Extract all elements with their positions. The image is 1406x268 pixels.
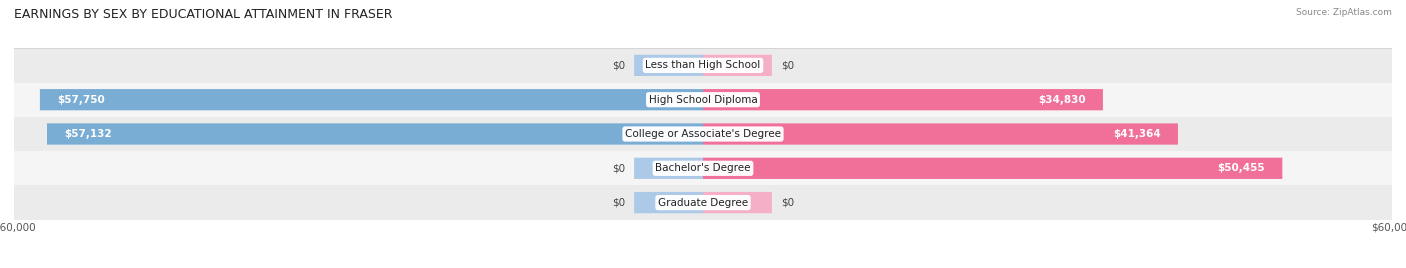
- Bar: [14, 185, 1392, 220]
- FancyBboxPatch shape: [703, 55, 772, 76]
- FancyBboxPatch shape: [703, 123, 1178, 145]
- FancyBboxPatch shape: [703, 192, 772, 213]
- FancyBboxPatch shape: [46, 123, 703, 145]
- FancyBboxPatch shape: [703, 158, 1282, 179]
- Bar: [14, 83, 1392, 117]
- Text: EARNINGS BY SEX BY EDUCATIONAL ATTAINMENT IN FRASER: EARNINGS BY SEX BY EDUCATIONAL ATTAINMEN…: [14, 8, 392, 21]
- FancyBboxPatch shape: [634, 55, 703, 76]
- Bar: [14, 151, 1392, 185]
- FancyBboxPatch shape: [634, 158, 703, 179]
- Bar: [14, 48, 1392, 83]
- Text: $41,364: $41,364: [1114, 129, 1161, 139]
- Text: $34,830: $34,830: [1038, 95, 1085, 105]
- FancyBboxPatch shape: [634, 192, 703, 213]
- Text: $57,132: $57,132: [65, 129, 112, 139]
- FancyBboxPatch shape: [39, 89, 703, 110]
- Text: Source: ZipAtlas.com: Source: ZipAtlas.com: [1296, 8, 1392, 17]
- Text: $0: $0: [782, 60, 794, 70]
- Text: $57,750: $57,750: [58, 95, 105, 105]
- Text: $50,455: $50,455: [1218, 163, 1265, 173]
- Text: High School Diploma: High School Diploma: [648, 95, 758, 105]
- Text: College or Associate's Degree: College or Associate's Degree: [626, 129, 780, 139]
- Text: $0: $0: [782, 198, 794, 208]
- Text: $0: $0: [612, 198, 624, 208]
- Text: Less than High School: Less than High School: [645, 60, 761, 70]
- Bar: [14, 117, 1392, 151]
- FancyBboxPatch shape: [703, 89, 1102, 110]
- Text: $0: $0: [612, 60, 624, 70]
- Text: $0: $0: [612, 163, 624, 173]
- Text: Bachelor's Degree: Bachelor's Degree: [655, 163, 751, 173]
- Text: Graduate Degree: Graduate Degree: [658, 198, 748, 208]
